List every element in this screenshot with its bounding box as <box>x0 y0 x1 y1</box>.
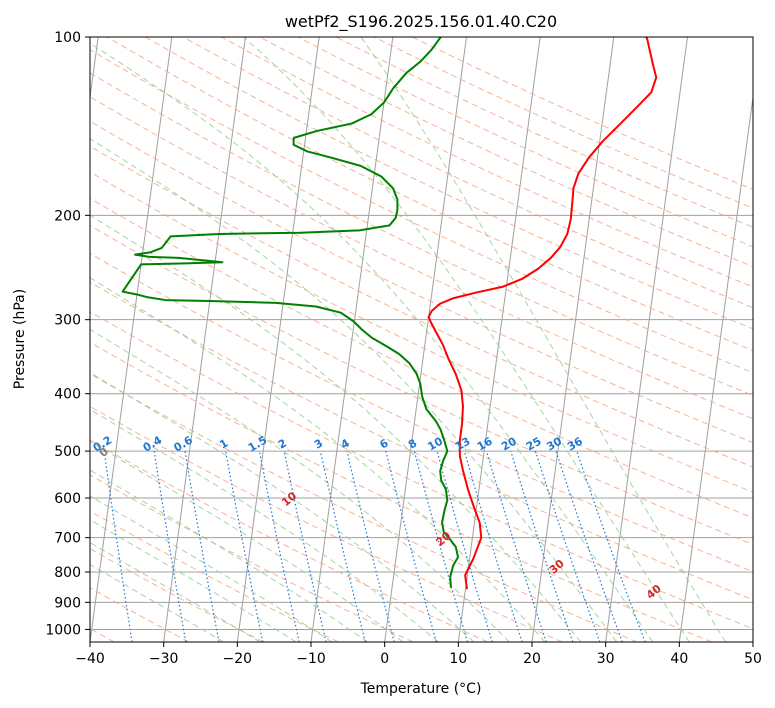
mixing-ratio-line <box>385 450 437 642</box>
moist-adiabat-line <box>90 328 510 642</box>
dry-adiabat-line <box>90 96 753 420</box>
mixing-ratio-line <box>103 451 133 642</box>
isotherm-line <box>531 37 615 642</box>
mixing-ratio-line <box>436 450 493 642</box>
y-tick-label: 900 <box>54 595 81 611</box>
dry-adiabat-line <box>106 37 753 352</box>
mixing-ratio-line <box>225 450 264 642</box>
x-tick-label: −10 <box>296 651 326 667</box>
moist-adiabat-line <box>90 563 225 642</box>
isotherm-line <box>384 37 467 642</box>
moist-adiabat-line <box>90 440 404 642</box>
chart-title: wetPf2_S196.2025.156.01.40.C20 <box>285 12 557 32</box>
y-axis-label: Pressure (hPa) <box>12 289 28 389</box>
moist-adiabat-line <box>360 37 726 642</box>
dry-adiabat-line <box>90 49 753 374</box>
moist-adiabat-line <box>90 42 654 642</box>
dewpoint-line <box>121 37 460 588</box>
mixing-ratio-line <box>510 450 574 642</box>
background-grid <box>90 37 753 642</box>
moist-adiabat-line <box>243 37 690 642</box>
dry-adiabat-line <box>90 171 753 493</box>
mixing-ratio-line <box>319 450 366 642</box>
mixing-ratio-line <box>534 450 601 642</box>
x-tick-label: 10 <box>449 651 467 667</box>
dry-adiabat-line <box>90 252 753 573</box>
isotherm-line <box>678 93 753 642</box>
mixing-ratio-line <box>463 450 523 642</box>
mixing-ratio-line <box>346 450 395 642</box>
dry-adiabat-line <box>90 72 753 397</box>
isotherm-line <box>605 37 688 642</box>
y-tick-label: 300 <box>54 313 81 329</box>
moist-adiabat-line <box>90 372 475 642</box>
isotherm-line <box>236 37 320 642</box>
mixing-ratio-line <box>555 450 623 642</box>
dry-adiabat-line <box>183 37 753 309</box>
y-tick-label: 400 <box>54 387 81 403</box>
dry-adiabat-line <box>90 224 753 546</box>
x-axis-label: Temperature (°C) <box>360 681 482 697</box>
isotherm-line <box>163 37 246 642</box>
dry-adiabat-line <box>90 341 712 642</box>
temperature-line <box>427 37 658 590</box>
y-tick-label: 1000 <box>45 622 81 638</box>
x-tick-label: 0 <box>380 651 389 667</box>
dry-adiabat-line <box>90 405 563 642</box>
x-tick-label: 50 <box>744 651 762 667</box>
mixing-ratio-line <box>413 450 469 642</box>
moist-adiabat-line <box>90 541 261 642</box>
dry-adiabat-line <box>221 37 753 288</box>
dry-adiabat-line <box>144 37 753 330</box>
dry-adiabat-line <box>90 439 488 642</box>
y-tick-label: 500 <box>54 444 81 460</box>
mixing-ratio-line <box>283 450 327 642</box>
y-tick-label: 600 <box>54 491 81 507</box>
plot-frame <box>89 36 754 643</box>
isotherm-line <box>90 37 173 642</box>
dry-adiabat-line <box>90 281 753 601</box>
mixing-ratio-line <box>258 450 300 642</box>
y-tick-label: 200 <box>54 208 81 224</box>
moist-adiabat-line <box>90 519 297 642</box>
x-tick-label: −30 <box>149 651 179 667</box>
x-tick-label: 20 <box>523 651 541 667</box>
profile-lines <box>121 37 658 590</box>
dry-adiabat-line <box>90 311 753 630</box>
y-tick-label: 100 <box>54 30 81 46</box>
dry-adiabat-line <box>90 120 753 444</box>
isotherm-line <box>457 37 541 642</box>
x-tick-label: 40 <box>670 651 688 667</box>
moist-adiabat-line <box>90 469 368 642</box>
dry-adiabat-line <box>90 197 753 519</box>
x-tick-label: −40 <box>75 651 105 667</box>
y-tick-label: 700 <box>54 531 81 547</box>
dry-adiabat-line <box>90 145 753 468</box>
axes: −40 −30 −20 −10 0 10 20 30 40 50 100 200 300 400 500 60… <box>45 30 762 667</box>
y-tick-label: 800 <box>54 565 81 581</box>
x-tick-label: −20 <box>223 651 253 667</box>
mixing-ratio-line <box>485 450 547 642</box>
x-tick-label: 30 <box>597 651 615 667</box>
mixing-ratio-line <box>576 450 646 642</box>
